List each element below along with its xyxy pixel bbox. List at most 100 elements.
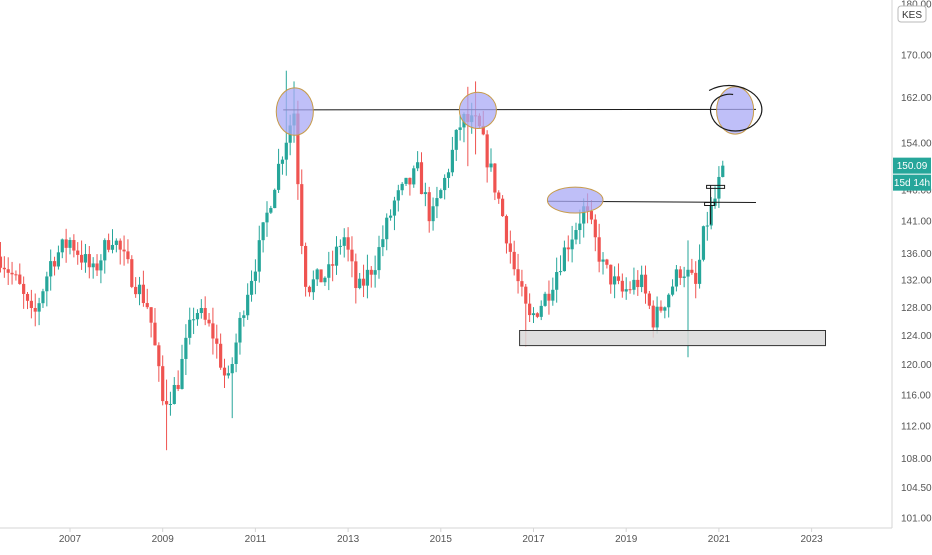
candle [222,358,227,388]
candle [678,266,682,285]
candle [300,169,304,255]
time-tick-label: 2013 [337,534,360,545]
candle [697,244,702,289]
candle [427,186,431,233]
candle [145,288,149,310]
candle [157,342,161,382]
candle [593,214,597,252]
candle [276,148,281,193]
candle [346,227,350,262]
candle [705,211,709,241]
countdown-label: 15d 14h [894,178,930,189]
candle [168,391,173,416]
candle [72,234,76,258]
candle [528,293,532,323]
candle [396,184,400,212]
candle [721,160,725,178]
candle [334,236,339,275]
retest-marker[interactable] [704,184,726,225]
candle [501,195,505,217]
candle [176,370,180,392]
candle [192,307,196,335]
candle [682,266,686,288]
candle [327,251,331,291]
candle [551,277,555,306]
candle [616,263,621,285]
last-price-marker: 150.09 15d 14h [893,157,931,191]
candle [647,290,651,310]
candle [126,239,130,264]
candle [520,269,524,297]
candle [230,357,234,419]
candle [0,241,3,273]
candle [354,253,358,304]
highlight-ellipse[interactable] [716,86,755,135]
candle [180,344,184,390]
candle [219,333,223,370]
candle [636,270,640,296]
candle [22,276,26,309]
price-tick-label: 112.00 [901,422,931,433]
support-zone[interactable] [519,329,827,347]
candle [458,114,462,141]
candle [574,222,578,245]
candle [52,256,57,276]
candle [543,291,547,307]
highlight-ellipse[interactable] [546,186,604,214]
candle [342,228,346,258]
candle [547,280,551,315]
price-tick-label: 154.00 [901,138,932,149]
candle [423,182,427,207]
price-tick-label: 128.00 [901,303,932,314]
candle [412,165,416,188]
candle [694,261,698,299]
candle [485,130,489,183]
scribble-circle[interactable] [708,85,763,132]
candle [6,257,10,285]
candle [304,242,308,297]
candle [118,238,122,265]
price-tick-label: 180.00 [901,0,932,11]
candle [161,355,165,406]
candle [215,324,219,359]
price-tick-label: 101.00 [901,514,932,525]
candle [512,240,516,276]
highlight-ellipse[interactable] [458,91,497,129]
candle [153,308,157,346]
candle [674,264,679,292]
candle [620,273,624,298]
candle [33,293,37,327]
candle [369,266,373,288]
candle [18,263,22,285]
candle [628,281,632,294]
candle [392,196,397,231]
candle [613,266,617,299]
candle [95,254,99,277]
candle [110,229,115,254]
candle [450,136,454,177]
candle [435,186,439,219]
candle [365,254,370,299]
candle [188,307,192,345]
price-axis[interactable]: 101.00 104.50 108.00 112.00 116.00 120.00 124.… [901,0,932,525]
price-tick-label: 146.00 [901,186,932,197]
candle [68,237,72,255]
candle [690,258,694,275]
candle [659,300,663,313]
candle [249,270,254,302]
candle [373,255,377,288]
candle [10,261,14,285]
candle [226,365,230,379]
candle [246,283,250,320]
candle [315,268,319,286]
resistance-trendline[interactable] [283,108,756,111]
time-axis[interactable]: 2007 2009 2011 2013 2015 2017 2019 2021 2023 [59,528,823,545]
candle [531,307,536,324]
candle [566,235,570,262]
candle [562,240,566,272]
candle [207,313,211,327]
symbol-badge[interactable]: KES [897,5,927,23]
highlight-ellipse[interactable] [275,87,314,136]
